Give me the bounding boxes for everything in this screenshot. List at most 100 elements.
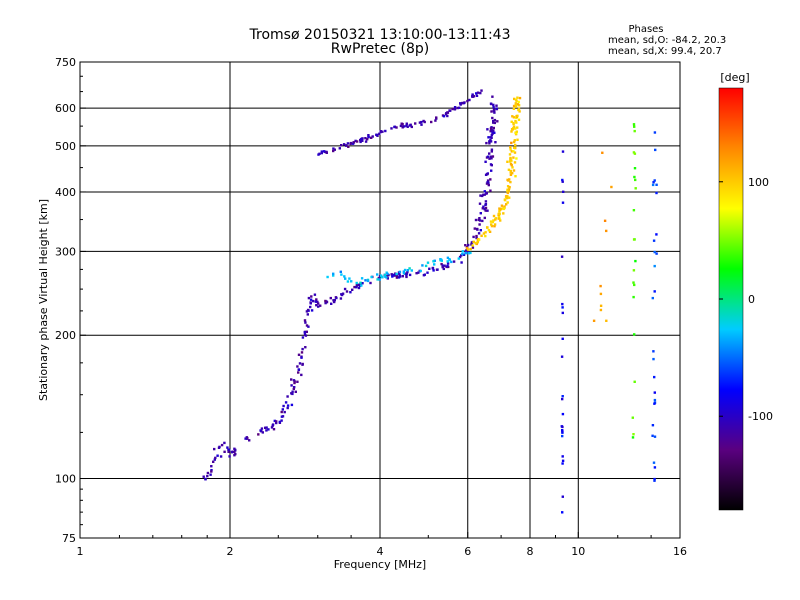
echo-point (376, 273, 379, 276)
echo-point (514, 175, 517, 178)
echo-point (316, 300, 319, 304)
echo-point (561, 425, 564, 429)
echo-point (300, 351, 304, 354)
echo-point (489, 130, 492, 133)
echo-point (508, 186, 511, 189)
echo-point (486, 181, 489, 184)
echo-point (296, 380, 299, 383)
echo-point (379, 274, 383, 277)
echo-point (430, 120, 433, 124)
echo-point (514, 102, 517, 105)
echo-point (355, 283, 359, 287)
echo-point (489, 127, 493, 130)
echo-point (366, 138, 369, 141)
echo-point (517, 100, 520, 104)
echo-point (466, 248, 470, 251)
echo-point (487, 183, 490, 187)
y-tick-label: 500 (55, 140, 76, 153)
echo-point (345, 144, 348, 147)
echo-point (484, 234, 487, 238)
echo-point (313, 293, 317, 296)
echo-point (375, 133, 378, 136)
echo-point (469, 251, 472, 255)
echo-point (516, 138, 519, 141)
echo-point (483, 190, 486, 193)
echo-point (632, 281, 635, 284)
echo-point (513, 161, 517, 164)
echo-point (405, 274, 408, 277)
echo-point (414, 122, 417, 125)
echo-point (496, 120, 499, 123)
echo-point (360, 284, 363, 287)
echo-point (384, 129, 387, 133)
echo-point (482, 232, 486, 235)
echo-point (653, 264, 656, 268)
echo-point (486, 173, 489, 176)
echo-point (490, 150, 493, 153)
echo-point (467, 252, 471, 255)
echo-point (490, 136, 493, 139)
echo-point (513, 146, 516, 149)
x-tick-label: 16 (673, 545, 687, 558)
echo-point (405, 124, 408, 127)
echo-point (492, 110, 496, 113)
echo-point (653, 131, 657, 134)
echo-point (265, 429, 268, 432)
echo-point (493, 111, 496, 114)
echo-point (506, 189, 509, 193)
echo-point (317, 153, 320, 156)
echo-point (483, 216, 486, 220)
echo-point (314, 300, 318, 303)
echo-point (346, 280, 350, 283)
echo-point (477, 238, 481, 241)
echo-point (435, 116, 438, 119)
echo-point (349, 142, 352, 146)
echo-point (441, 266, 444, 269)
echo-point (446, 260, 449, 263)
echo-point (290, 392, 293, 395)
echo-point (210, 469, 213, 472)
echo-point (309, 301, 312, 304)
echo-point (297, 371, 300, 374)
echo-point (418, 121, 422, 124)
colorbar-label: [deg] (720, 71, 749, 84)
echo-point (511, 166, 514, 169)
echo-point (226, 446, 229, 449)
echo-point (509, 169, 513, 173)
echo-point (370, 136, 373, 139)
echo-point (310, 309, 314, 312)
echo-point (234, 452, 237, 456)
echo-point (332, 272, 335, 275)
echo-point (271, 423, 275, 426)
echo-point (233, 447, 236, 450)
echo-point (233, 450, 236, 454)
echo-point (653, 402, 656, 405)
echo-point (453, 108, 456, 111)
echo-point (371, 135, 374, 138)
echo-point (479, 212, 482, 215)
echo-point (493, 121, 496, 125)
echo-point (610, 185, 613, 189)
echo-point (379, 130, 383, 134)
echo-point (561, 306, 564, 309)
echo-point (632, 433, 635, 436)
echo-point (561, 434, 564, 438)
echo-point (653, 179, 656, 182)
echo-point (484, 200, 488, 203)
echo-point (358, 284, 362, 288)
echo-point (206, 471, 210, 475)
echo-point (391, 275, 394, 278)
echo-point (491, 132, 494, 136)
echo-point (449, 109, 452, 112)
echo-point (293, 386, 296, 389)
echo-point (510, 141, 513, 145)
echo-point (446, 111, 449, 114)
echo-point (491, 130, 494, 134)
echo-point (599, 304, 603, 307)
grid-lines (80, 62, 680, 538)
echo-point (653, 250, 656, 254)
echo-point (380, 275, 383, 279)
echo-point (297, 353, 301, 356)
echo-point (507, 187, 511, 191)
echo-point (518, 110, 521, 113)
